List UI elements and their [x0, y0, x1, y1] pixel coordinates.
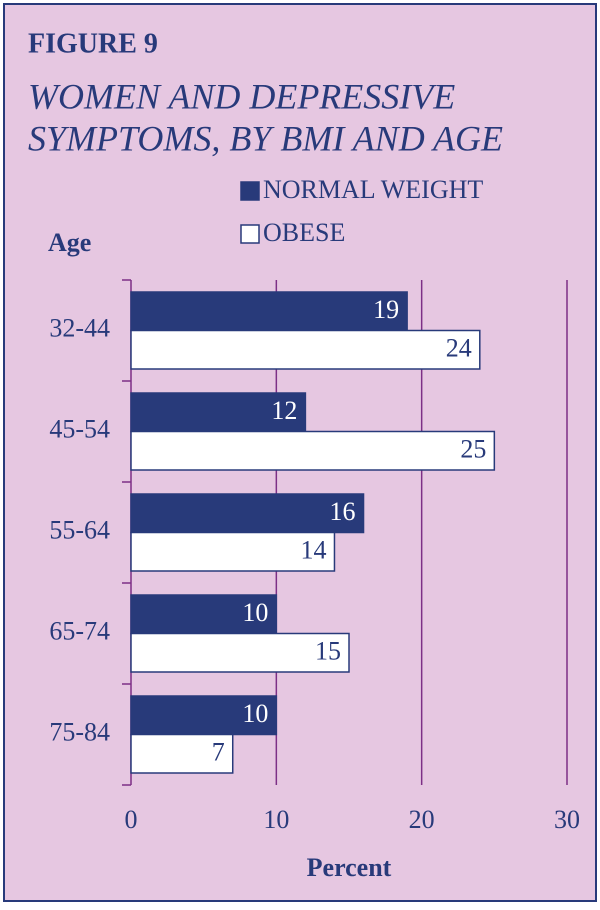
chart-subtitle: WOMEN AND DEPRESSIVE	[28, 76, 455, 116]
bar	[130, 430, 496, 471]
y-axis-label: Age	[48, 228, 91, 257]
chart-subtitle: SYMPTOMS, BY BMI AND AGE	[28, 118, 503, 158]
bar	[130, 632, 350, 673]
value-label: 7	[212, 738, 225, 767]
bar	[130, 733, 234, 774]
bar	[130, 329, 481, 370]
value-label: 10	[242, 699, 268, 728]
y-tick-label: 45-54	[49, 414, 110, 443]
bar	[130, 392, 307, 433]
y-tick-label: 75-84	[49, 717, 110, 746]
value-label: 24	[446, 334, 472, 363]
x-axis-label: Percent	[307, 853, 392, 882]
legend-label: NORMAL WEIGHT	[263, 175, 483, 204]
bar	[130, 695, 278, 736]
chart-title: FIGURE 9	[28, 28, 158, 59]
value-label: 14	[300, 536, 326, 565]
bar	[130, 531, 336, 572]
value-label: 16	[330, 497, 356, 526]
value-label: 12	[271, 396, 297, 425]
value-label: 19	[373, 295, 399, 324]
y-tick-label: 32-44	[49, 313, 110, 342]
y-tick-label: 65-74	[49, 616, 110, 645]
value-label: 25	[460, 435, 486, 464]
x-tick-label: 30	[554, 805, 580, 834]
value-label: 10	[242, 598, 268, 627]
bar	[130, 594, 278, 635]
bar	[130, 291, 408, 332]
value-label: 15	[315, 637, 341, 666]
y-tick-label: 55-64	[49, 515, 110, 544]
x-tick-label: 0	[125, 805, 138, 834]
legend-label: OBESE	[263, 218, 345, 247]
legend-swatch	[240, 181, 260, 201]
legend-swatch	[240, 224, 260, 244]
x-tick-label: 10	[263, 805, 289, 834]
x-tick-label: 20	[409, 805, 435, 834]
